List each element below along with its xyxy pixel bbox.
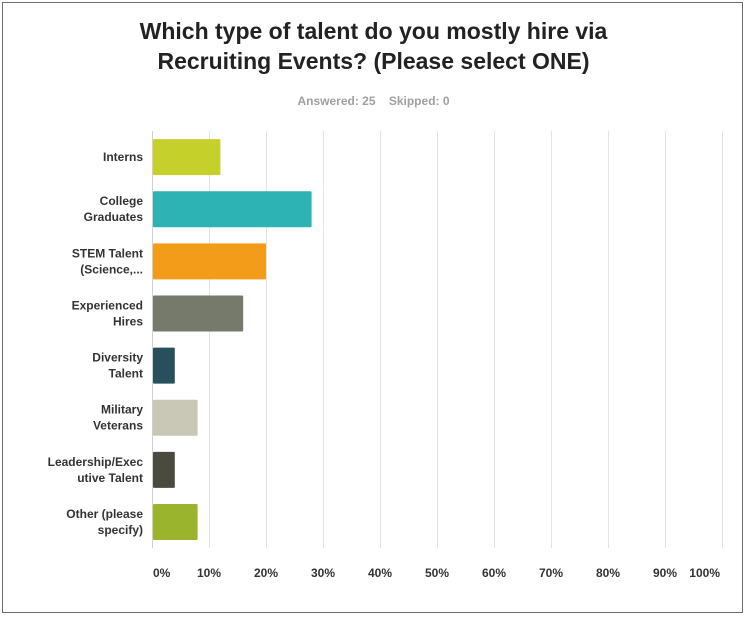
x-tick-label: 40% xyxy=(368,566,392,580)
x-tick-label: 20% xyxy=(254,566,278,580)
x-tick-label: 70% xyxy=(539,566,563,580)
x-tick-label: 30% xyxy=(311,566,335,580)
response-summary: Answered: 25 Skipped: 0 xyxy=(0,94,747,108)
bar xyxy=(153,243,266,280)
category-label: Diversity xyxy=(92,351,143,365)
x-tick-label: 10% xyxy=(197,566,221,580)
skipped-count: Skipped: 0 xyxy=(388,94,450,108)
category-label: specify) xyxy=(98,523,143,537)
bar xyxy=(153,191,312,228)
chart-title-line-2: Recruiting Events? (Please select ONE) xyxy=(157,48,590,74)
x-tick-label: 60% xyxy=(482,566,506,580)
bar xyxy=(153,347,175,384)
x-tick-label: 100% xyxy=(689,566,720,580)
category-label: Graduates xyxy=(84,210,144,224)
category-label: (Science,... xyxy=(80,262,143,276)
bar xyxy=(153,295,244,332)
x-tick-label: 80% xyxy=(596,566,620,580)
bar xyxy=(153,451,175,488)
category-label: utive Talent xyxy=(77,471,143,485)
category-label: Other (please xyxy=(66,507,143,521)
category-label: Experienced xyxy=(72,298,143,312)
category-label: STEM Talent xyxy=(72,246,143,260)
category-label: Leadership/Exec xyxy=(48,455,144,469)
category-label: College xyxy=(100,194,144,208)
x-tick-label: 90% xyxy=(653,566,677,580)
category-label: Interns xyxy=(103,150,143,164)
category-label: Veterans xyxy=(93,419,143,433)
x-tick-label: 50% xyxy=(425,566,449,580)
bar xyxy=(153,399,198,436)
answered-count: Answered: 25 xyxy=(297,94,376,108)
bar xyxy=(153,503,198,540)
bar xyxy=(153,139,221,176)
chart-title: Which type of talent do you mostly hire … xyxy=(0,16,747,76)
category-label: Hires xyxy=(113,314,143,328)
x-tick-label: 0% xyxy=(153,566,171,580)
category-label: Talent xyxy=(109,367,143,381)
chart-title-line-1: Which type of talent do you mostly hire … xyxy=(139,18,608,44)
category-label: Military xyxy=(101,403,143,417)
